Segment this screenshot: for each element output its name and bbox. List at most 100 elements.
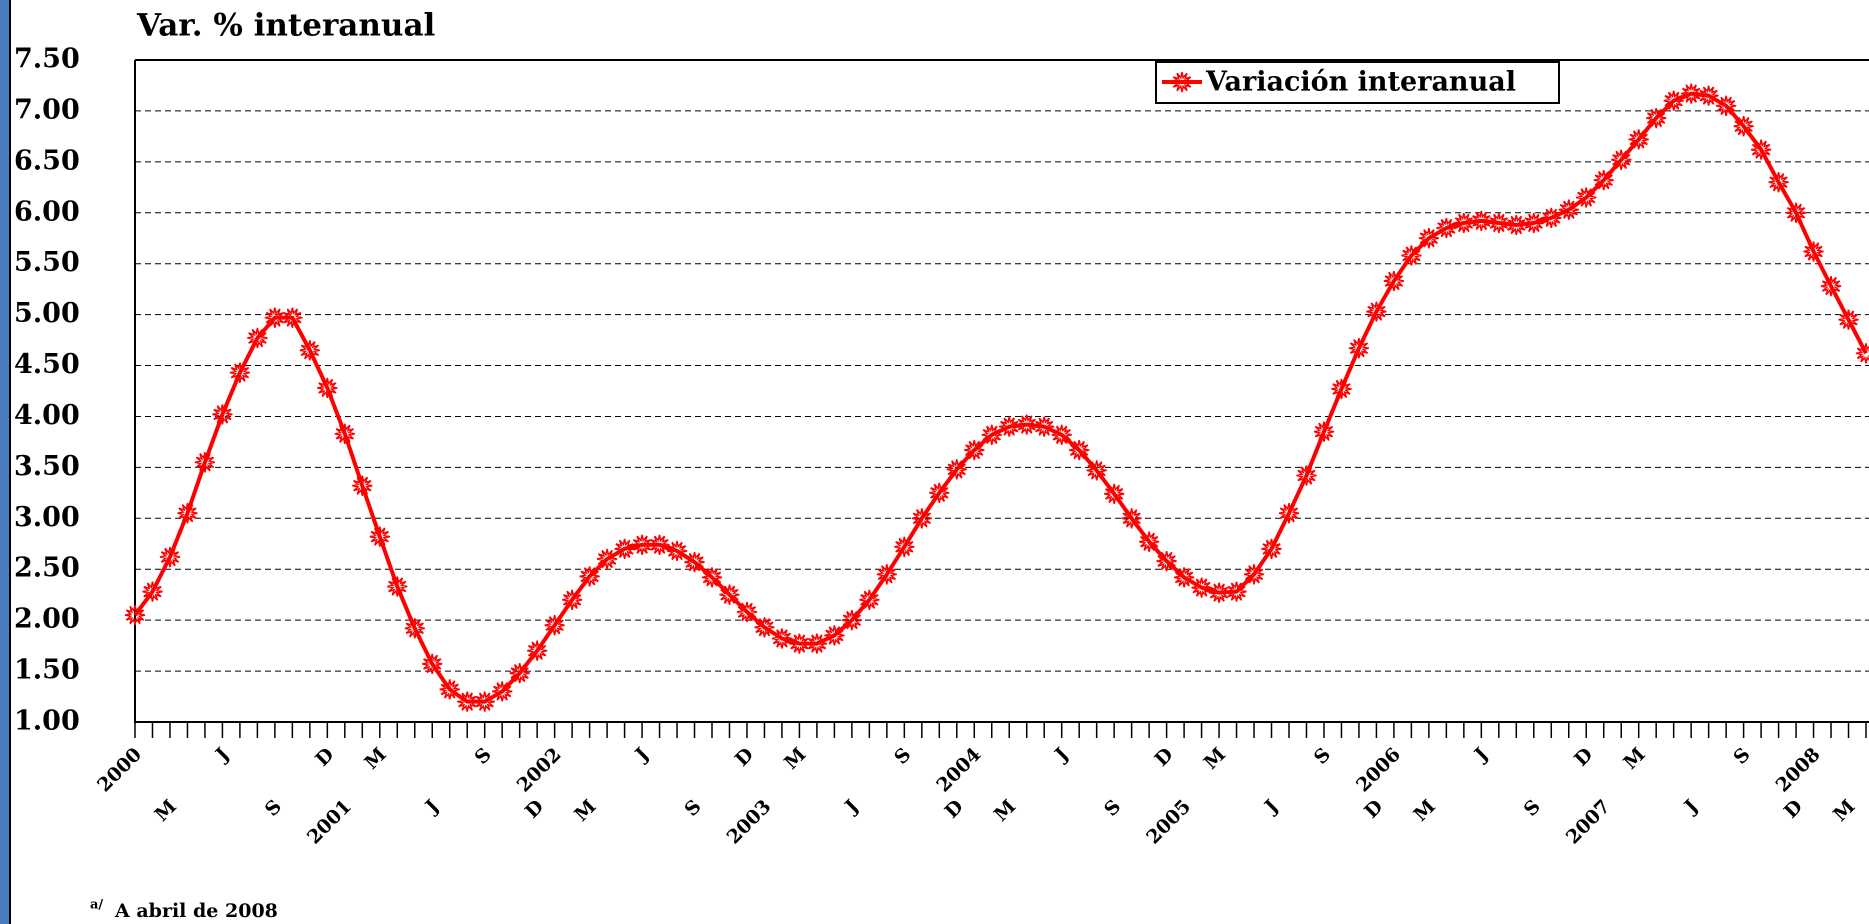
y-tick-label: 1.50 [14,655,80,686]
data-marker [754,617,775,638]
data-marker [1803,241,1824,262]
data-marker [1243,564,1265,585]
data-marker [1069,439,1090,461]
data-marker [649,534,670,555]
x-tick-label: M [1200,744,1230,774]
data-marker [159,546,181,568]
data-marker [212,404,233,425]
data-marker [404,618,425,639]
data-marker [1785,202,1807,223]
data-marker [964,439,985,461]
data-marker [929,482,950,503]
data-marker [1366,301,1387,322]
data-marker [806,633,828,654]
data-marker [1173,567,1195,588]
data-marker [1261,538,1282,560]
y-tick-label: 2.00 [14,604,80,635]
data-marker [1156,550,1177,572]
data-marker [229,362,251,383]
data-marker [561,589,583,610]
data-marker [1383,270,1405,292]
y-tick-label: 6.50 [14,145,80,176]
data-marker [1768,172,1789,193]
data-marker [1750,139,1772,160]
x-tick-label: 2001 [303,796,356,849]
x-tick-label: M [1829,796,1859,826]
data-marker [579,566,600,587]
x-tick-label: S [1729,744,1754,769]
data-marker [334,423,355,444]
x-tick-label: D [941,796,968,823]
data-marker [1104,483,1125,505]
side-strip [0,0,9,924]
data-marker [474,691,495,712]
y-tick-label: 7.50 [14,44,80,75]
data-marker [684,551,705,573]
data-marker [177,503,198,524]
x-tick-label: 2002 [513,744,566,797]
chart-title: Var. % interanual [136,8,435,44]
data-marker [1628,129,1649,150]
data-marker [1436,217,1457,239]
data-marker [701,567,723,588]
data-marker [1576,187,1597,208]
data-marker [1418,228,1440,249]
data-marker [142,581,163,602]
data-marker [841,610,863,631]
data-marker [527,640,548,661]
data-marker [596,548,618,570]
data-marker [1208,582,1230,603]
x-tick-label: 2007 [1562,796,1615,849]
legend-marker [1171,71,1193,93]
data-marker [1855,343,1869,364]
data-marker [1313,421,1335,442]
data-marker [1838,309,1859,330]
data-marker [1121,508,1142,529]
data-marker [299,340,320,361]
x-tick-label: J [840,796,863,819]
y-tick-label: 7.00 [14,94,80,125]
data-marker [509,662,530,684]
data-marker [789,633,810,654]
x-tick-label: J [630,744,653,767]
x-tick-label: 2005 [1142,796,1195,849]
data-marker [946,459,967,480]
data-marker [1453,212,1474,234]
data-marker [1296,465,1317,486]
data-line [133,91,1868,704]
data-marker [614,538,635,560]
data-marker [1331,378,1352,400]
data-marker [1646,107,1667,129]
data-marker [264,307,286,328]
x-tick-label: M [780,744,810,774]
data-marker [352,475,373,496]
data-marker [1016,414,1037,435]
data-marker [859,589,880,610]
data-marker [194,452,216,473]
data-marker [1278,503,1300,524]
data-marker [1471,210,1492,232]
data-marker [457,691,478,712]
x-tick-label: M [990,796,1020,826]
x-tick-label: S [680,796,705,821]
data-marker [736,601,758,623]
y-tick-label: 3.50 [14,451,80,482]
x-tick-label: D [1780,796,1807,823]
y-tick-label: 1.00 [14,706,80,737]
x-tick-label: J [420,796,443,819]
x-tick-label: J [1259,796,1282,819]
data-marker [1715,95,1737,116]
y-tick-label: 4.50 [14,349,80,380]
data-marker [999,416,1020,437]
data-marker [1820,275,1842,297]
legend-label: Variación interanual [1205,67,1516,98]
data-marker [1348,338,1370,359]
x-tick-label: 2008 [1772,744,1825,797]
data-marker [1663,90,1684,111]
y-tick-label: 4.00 [14,400,80,431]
data-marker [876,564,897,585]
x-tick-label: D [521,796,548,823]
x-tick-label: M [151,796,181,826]
